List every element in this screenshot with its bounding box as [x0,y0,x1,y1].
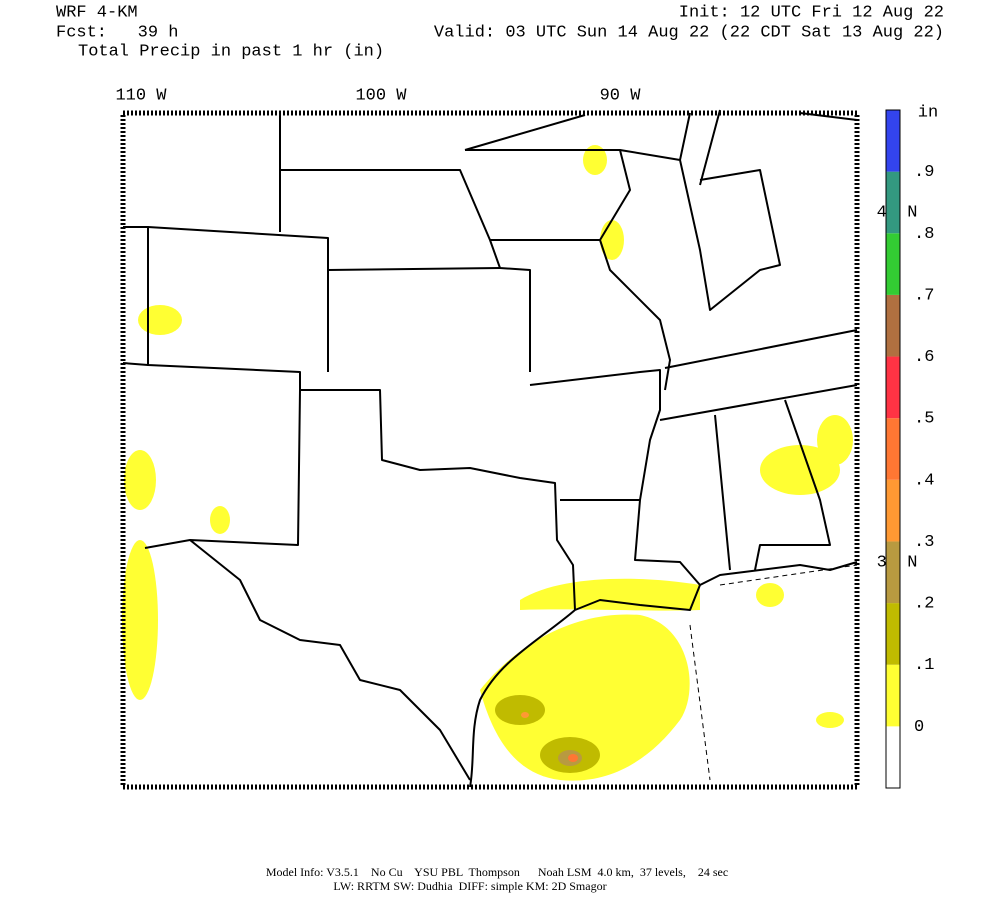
colorbar-swatch [886,603,900,665]
colorbar-unit: in [918,103,938,122]
colorbar-frame [885,109,901,789]
init: Init: 12 UTC Fri 12 Aug 22 [679,3,944,22]
model-info: Model Info: V3.5.1 No Cu YSU PBL Thompso… [266,865,728,879]
model: WRF 4-KM [56,3,138,22]
colorbar-label: .3 [914,533,934,552]
colorbar-swatch [886,294,900,357]
colorbar-label: .7 [914,286,934,305]
borders [122,109,858,788]
precip [122,145,853,781]
colorbar-label: .4 [914,471,934,490]
lon-label: 110 W [115,86,167,105]
map [120,109,860,790]
colorbar: in 0 .1 .2 .3 .4 .5 .6 .7 .8 .9 [885,103,938,789]
lon-label: 100 W [355,86,407,105]
colorbar-swatch [886,479,900,542]
colorbar-swatch [886,110,900,172]
colorbar-label: .6 [914,348,934,367]
valid: Valid: 03 UTC Sun 14 Aug 22 (22 CDT Sat … [434,23,944,42]
lon-label: 90 W [600,86,642,105]
forecast: Fcst: 39 h [56,23,178,42]
colorbar-label: .9 [914,163,934,182]
model-info: LW: RRTM SW: Dudhia DIFF: simple KM: 2D … [333,879,606,893]
colorbar-label: 0 [914,718,924,737]
colorbar-swatch [886,541,900,604]
colorbar-label: .8 [914,225,934,244]
field: Total Precip in past 1 hr (in) [78,42,384,61]
colorbar-swatch [886,664,900,727]
colorbar-label: .5 [914,410,934,429]
colorbar-label: .2 [914,595,934,614]
colorbar-swatch [886,171,900,234]
colorbar-swatch [886,418,900,480]
colorbar-swatch [886,356,900,419]
colorbar-swatch [886,233,900,295]
colorbar-label: .1 [914,656,934,675]
colorbar-swatch [886,726,900,788]
